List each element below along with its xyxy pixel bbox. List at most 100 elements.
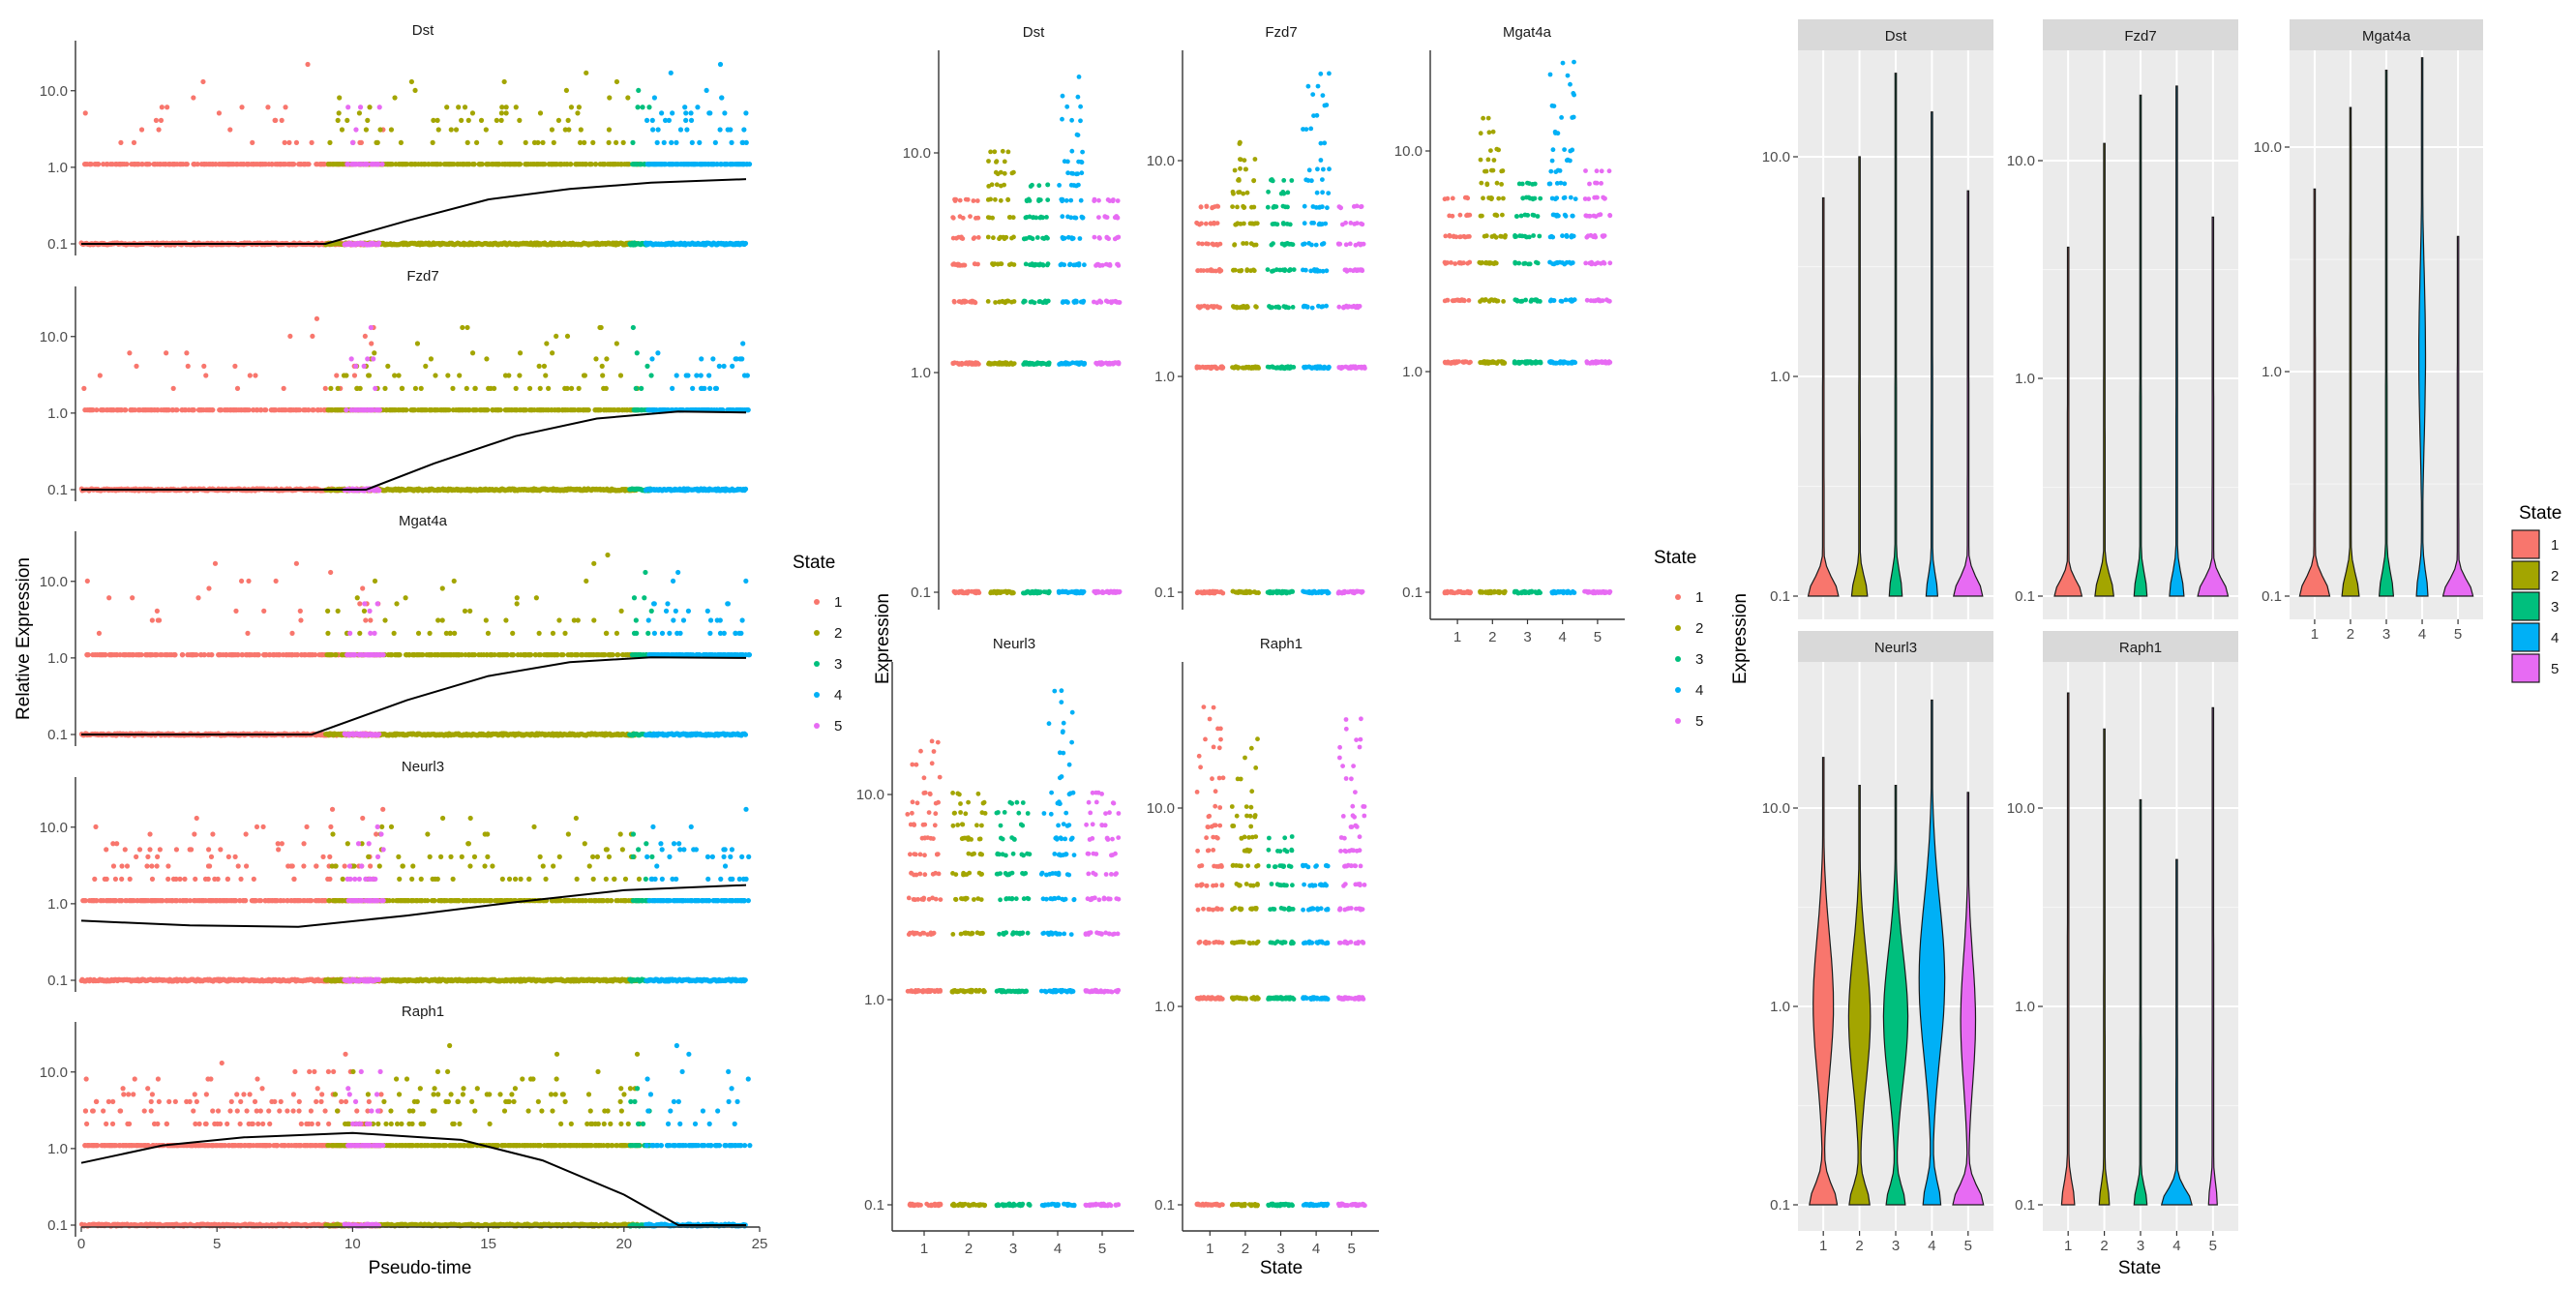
- point-state-4: [717, 364, 722, 369]
- point-state-5: [367, 609, 372, 614]
- point-state-2: [399, 140, 404, 145]
- point-state-2: [604, 631, 609, 636]
- point-state-1: [99, 898, 104, 903]
- point-state-5: [375, 601, 380, 606]
- point-state-1: [157, 617, 162, 622]
- point-state-2: [537, 364, 542, 369]
- point-state-2: [591, 561, 596, 566]
- point-state-1: [225, 877, 230, 882]
- point-state-2: [566, 118, 571, 123]
- point-state-2: [433, 373, 437, 377]
- point-state-2: [427, 407, 432, 412]
- point-state-3: [639, 386, 644, 391]
- point-state-1: [244, 831, 249, 836]
- point-state-1: [125, 863, 130, 868]
- point-state-2: [459, 118, 464, 123]
- point-state-2: [605, 553, 610, 557]
- point-state-3: [646, 105, 651, 109]
- point-state-2: [604, 356, 609, 361]
- point-state-1: [147, 847, 152, 852]
- point-state-1: [314, 863, 318, 868]
- point-state-2: [537, 631, 542, 636]
- point-state-2: [518, 350, 523, 355]
- point-state-1: [139, 652, 144, 657]
- point-state-2: [534, 595, 539, 600]
- point-state-1: [310, 334, 315, 339]
- point-state-1: [164, 350, 168, 355]
- point-state-2: [382, 386, 387, 391]
- point-state-1: [282, 407, 286, 412]
- point-state-1: [283, 140, 287, 145]
- point-state-4: [650, 118, 655, 123]
- point-state-1: [260, 824, 265, 829]
- point-state-4: [694, 373, 699, 377]
- point-state-1: [94, 407, 99, 412]
- point-state-2: [546, 386, 551, 391]
- point-state-4: [699, 373, 704, 377]
- point-state-5: [375, 652, 380, 657]
- point-state-2: [336, 386, 341, 391]
- point-state-2: [528, 652, 533, 657]
- point-state-2: [619, 609, 624, 614]
- point-state-2: [486, 631, 491, 636]
- point-state-2: [568, 162, 573, 166]
- point-state-2: [538, 110, 543, 115]
- point-state-1: [184, 350, 189, 355]
- point-state-1: [286, 140, 291, 145]
- point-state-2: [614, 652, 619, 657]
- point-state-4: [649, 356, 654, 361]
- point-state-5: [350, 140, 355, 145]
- point-state-1: [248, 373, 253, 377]
- point-state-4: [665, 601, 670, 606]
- point-state-1: [132, 140, 136, 145]
- point-state-4: [704, 88, 709, 93]
- point-state-1: [210, 831, 215, 836]
- point-state-2: [540, 140, 545, 145]
- point-state-2: [450, 386, 455, 391]
- y-tick-label: 10.0: [40, 820, 68, 836]
- point-state-1: [308, 898, 313, 903]
- point-state-2: [456, 162, 461, 166]
- point-state-4: [675, 570, 680, 575]
- point-state-1: [363, 617, 368, 622]
- point-state-2: [560, 652, 565, 657]
- point-state-5: [353, 407, 358, 412]
- point-state-4: [739, 617, 744, 622]
- point-state-1: [182, 407, 187, 412]
- point-state-2: [503, 617, 508, 622]
- point-state-1: [206, 877, 211, 882]
- point-state-2: [429, 356, 434, 361]
- point-state-2: [606, 162, 611, 166]
- point-state-1: [106, 595, 111, 600]
- point-state-1: [191, 95, 195, 100]
- point-state-2: [506, 373, 511, 377]
- point-state-2: [325, 631, 330, 636]
- facet-title: Neurl3: [402, 759, 444, 775]
- point-state-4: [745, 373, 750, 377]
- point-state-2: [435, 118, 440, 123]
- point-state-1: [118, 140, 123, 145]
- point-state-1: [213, 561, 218, 566]
- point-state-2: [515, 595, 520, 600]
- point-state-4: [718, 62, 723, 67]
- point-state-4: [682, 105, 687, 109]
- point-state-1: [112, 898, 117, 903]
- point-state-1: [93, 824, 98, 829]
- y-tick-label: 10.0: [40, 83, 68, 100]
- point-state-2: [584, 579, 588, 584]
- point-state-2: [583, 373, 587, 377]
- point-state-1: [86, 652, 91, 657]
- point-state-2: [552, 140, 556, 145]
- point-state-2: [550, 127, 554, 132]
- point-state-1: [123, 847, 128, 852]
- point-state-4: [741, 127, 746, 132]
- point-state-2: [404, 407, 408, 412]
- point-state-2: [618, 373, 623, 377]
- point-state-1: [280, 118, 285, 123]
- point-state-1: [252, 877, 256, 882]
- point-state-1: [98, 373, 103, 377]
- point-state-2: [392, 95, 397, 100]
- point-state-1: [111, 863, 116, 868]
